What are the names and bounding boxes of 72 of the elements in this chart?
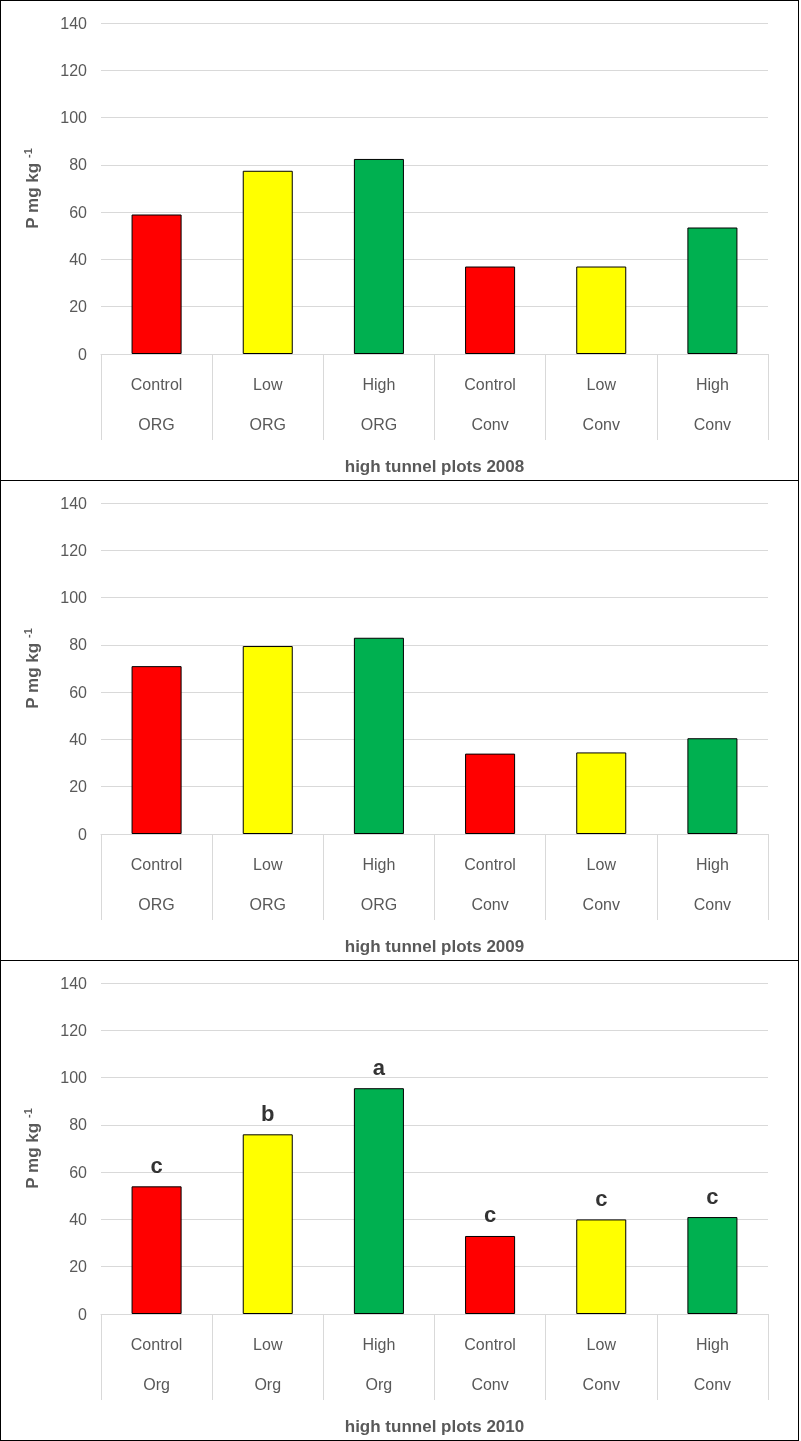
y-tick-label: 0 xyxy=(78,825,88,843)
category-label: High Org xyxy=(362,1335,396,1393)
bar xyxy=(353,637,404,834)
category-label: Low ORG xyxy=(249,375,286,433)
bar xyxy=(131,666,182,834)
category-label: Control Org xyxy=(130,1335,183,1393)
bar xyxy=(242,1134,293,1314)
annotation: b xyxy=(261,1100,275,1126)
annotation: c xyxy=(595,1185,608,1211)
category-label: Control Conv xyxy=(464,1335,516,1393)
bar xyxy=(576,266,627,354)
category-label: Low Conv xyxy=(582,375,620,433)
bar xyxy=(353,1088,404,1314)
y-tick-label: 60 xyxy=(69,683,88,701)
bar xyxy=(687,1217,738,1314)
x-axis-title: high tunnel plots 2008 xyxy=(344,457,525,476)
y-axis-title: P mg kg-1 xyxy=(21,1108,42,1189)
category-label: Low ORG xyxy=(249,855,286,913)
category-label: Low Org xyxy=(253,1335,283,1393)
y-axis-title: P mg kg-1 xyxy=(21,148,42,229)
x-axis-title: high tunnel plots 2009 xyxy=(344,937,525,956)
annotation: c xyxy=(150,1152,163,1178)
category-label: Control Conv xyxy=(464,855,516,913)
y-tick-label: 120 xyxy=(60,1021,88,1039)
y-tick-label: 60 xyxy=(69,1163,88,1181)
annotation: c xyxy=(483,1202,497,1228)
bar xyxy=(576,752,627,834)
category-label: High Conv xyxy=(693,1335,732,1393)
y-axis-title: P mg kg-1 xyxy=(21,628,42,709)
y-tick-label: 140 xyxy=(60,494,88,512)
category-label: Control ORG xyxy=(130,855,183,913)
bar xyxy=(687,738,738,834)
bar xyxy=(687,227,738,354)
category-label: Low Conv xyxy=(582,1335,620,1393)
y-tick-label: 100 xyxy=(60,109,88,127)
y-tick-label: 20 xyxy=(69,1258,88,1276)
bar xyxy=(465,266,516,354)
category-label: High Conv xyxy=(693,855,732,913)
annotation: a xyxy=(372,1054,386,1080)
y-tick-label: 80 xyxy=(69,636,88,654)
y-tick-label: 0 xyxy=(78,1305,88,1323)
y-tick-label: 100 xyxy=(60,589,88,607)
bar xyxy=(353,158,404,354)
y-tick-label: 140 xyxy=(60,974,88,992)
y-tick-label: 40 xyxy=(69,730,88,748)
y-tick-label: 120 xyxy=(60,61,88,79)
y-tick-label: 40 xyxy=(69,1210,88,1228)
bar xyxy=(576,1219,627,1314)
category-label: Low Conv xyxy=(582,855,620,913)
y-tick-label: 60 xyxy=(69,203,88,221)
y-tick-label: 40 xyxy=(69,250,88,268)
bar xyxy=(131,214,182,354)
x-axis-title: high tunnel plots 2010 xyxy=(344,1417,525,1436)
category-label: High Conv xyxy=(693,375,732,433)
category-label: High ORG xyxy=(360,855,398,913)
annotation: c xyxy=(706,1183,719,1209)
category-label: Control Conv xyxy=(464,375,516,433)
y-tick-label: 0 xyxy=(78,345,88,363)
bar xyxy=(242,170,293,354)
category-label: High ORG xyxy=(360,375,398,433)
bar xyxy=(242,646,293,834)
y-tick-label: 140 xyxy=(60,14,88,32)
bar xyxy=(465,1235,516,1314)
y-tick-label: 100 xyxy=(60,1069,88,1087)
bar xyxy=(465,753,516,834)
bar xyxy=(131,1186,182,1314)
y-tick-label: 20 xyxy=(69,778,88,796)
category-label: Control ORG xyxy=(130,375,183,433)
y-tick-label: 20 xyxy=(69,298,88,316)
y-tick-label: 120 xyxy=(60,541,88,559)
y-tick-label: 80 xyxy=(69,156,88,174)
y-tick-label: 80 xyxy=(69,1116,88,1134)
